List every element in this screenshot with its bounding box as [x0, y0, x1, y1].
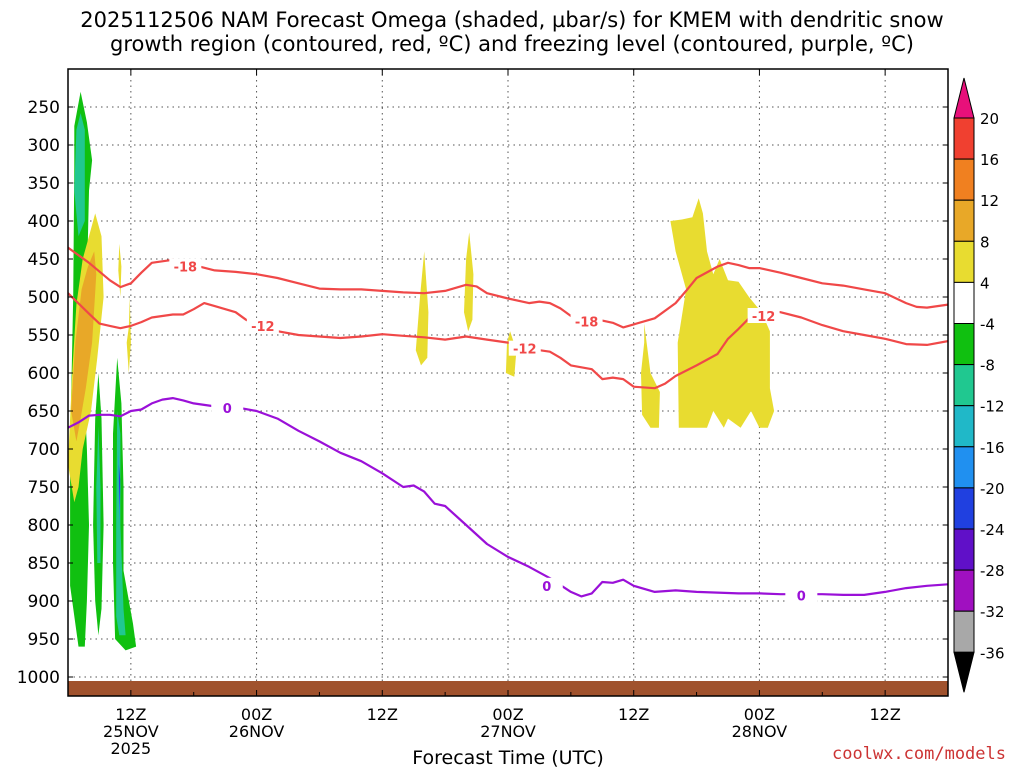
colorbar-swatch [953, 158, 975, 201]
colorbar-swatch [953, 528, 975, 571]
colorbar-swatch [953, 569, 975, 612]
omega-region [71, 251, 97, 442]
x-tick-year: 2025 [110, 739, 151, 758]
contour-label: 0 [542, 580, 551, 595]
contour-label-bg [211, 399, 244, 415]
omega-region [641, 323, 660, 428]
ground-fill [68, 681, 948, 696]
y-tick-label: 250 [28, 98, 60, 118]
omega-region [118, 464, 121, 510]
omega-region [126, 297, 131, 373]
colorbar-label: -4 [980, 316, 995, 334]
contour-label: -12 [752, 310, 776, 325]
contour-label: -12 [251, 320, 275, 335]
y-tick-label: 700 [28, 440, 60, 460]
omega-region [464, 232, 474, 332]
colorbar-swatch [953, 281, 975, 324]
contour-labels: -18 -18 -12 -12 -12 0 0 0 [169, 258, 818, 605]
chart-title: 2025112506 NAM Forecast Omega (shaded, µ… [0, 8, 1024, 56]
contour-label: 0 [797, 590, 806, 605]
x-tick-date: 26NOV [229, 722, 285, 741]
omega-region [96, 426, 101, 563]
colorbar-swatch [953, 610, 975, 653]
colorbar-swatch [953, 364, 975, 407]
ground [68, 681, 948, 696]
y-tick-label: 1000 [17, 668, 60, 688]
y-tick-label: 600 [28, 364, 60, 384]
colorbar-arrow-top [953, 77, 975, 119]
contour-label-bg [169, 258, 202, 274]
y-tick-label: 350 [28, 174, 60, 194]
y-tick-label: 650 [28, 402, 60, 422]
contour-label: -18 [174, 261, 198, 276]
y-tick-label: 400 [28, 212, 60, 232]
colorbar-swatch [953, 117, 975, 160]
colorbar: 20 16 12 8 4 -4 -8 -12 -16 -20 -24 -28 -32 -36 [953, 77, 1005, 693]
y-axis: 250 300 350 400 450 500 550 600 650 700 750 800 850 9… [17, 98, 948, 688]
colorbar-label: -20 [980, 480, 1005, 498]
colorbar-swatch [953, 323, 975, 366]
contour-label-bg [570, 313, 603, 329]
y-tick-label: 750 [28, 478, 60, 498]
colorbar-swatch [953, 199, 975, 242]
colorbar-label: -16 [980, 439, 1005, 457]
grid [68, 69, 948, 696]
x-tick-date: 27NOV [480, 722, 536, 741]
contour-label: -12 [513, 343, 537, 358]
contour-line-dgz [68, 246, 948, 329]
x-tick-time: 12Z [869, 705, 900, 724]
x-axis-label: Forecast Time (UTC) [412, 747, 603, 768]
colorbar-label: 16 [980, 151, 999, 169]
contour-label-bg [508, 340, 541, 356]
contour-label-bg [246, 317, 279, 333]
y-tick-label: 850 [28, 554, 60, 574]
x-tick-time: 00Z [492, 705, 523, 724]
x-tick-time: 12Z [367, 705, 398, 724]
y-tick-label: 450 [28, 250, 60, 270]
colorbar-arrow-bottom [953, 651, 975, 693]
contour-label-bg [785, 587, 818, 603]
omega-region [74, 113, 85, 237]
colorbar-label: 8 [980, 233, 990, 251]
colorbar-swatch [953, 240, 975, 283]
x-tick-time: 12Z [115, 705, 146, 724]
contour-label: 0 [223, 402, 232, 417]
x-tick-date: 28NOV [732, 722, 788, 741]
y-tick-label: 300 [28, 136, 60, 156]
colorbar-label: -28 [980, 562, 1005, 580]
colorbar-label: 4 [980, 274, 990, 292]
colorbar-swatch [953, 487, 975, 530]
colorbar-label: -8 [980, 357, 995, 375]
colorbar-label: -24 [980, 521, 1005, 539]
chart-title-line1: 2025112506 NAM Forecast Omega (shaded, µ… [80, 8, 944, 32]
omega-region [118, 243, 122, 297]
contour-label-bg [747, 308, 780, 323]
y-tick-label: 900 [28, 592, 60, 612]
x-tick-date: 25NOV [103, 722, 159, 741]
colorbar-swatch [953, 405, 975, 448]
colorbar-label: -32 [980, 603, 1005, 621]
x-tick-time: 00Z [744, 705, 775, 724]
y-tick-label: 800 [28, 516, 60, 536]
chart-title-line2: growth region (contoured, red, ºC) and f… [110, 32, 914, 56]
colorbar-label: 12 [980, 192, 999, 210]
y-tick-label: 550 [28, 326, 60, 346]
colorbar-label: -36 [980, 644, 1005, 662]
contour-line-freezing [68, 397, 948, 598]
y-tick-label: 500 [28, 288, 60, 308]
y-tick-label: 950 [28, 630, 60, 650]
contour-label-bg [530, 577, 563, 593]
credit-watermark: coolwx.com/models [832, 744, 1006, 764]
colorbar-swatch [953, 446, 975, 489]
x-tick-time: 12Z [618, 705, 649, 724]
omega-region [670, 198, 775, 428]
colorbar-label: 20 [980, 110, 999, 128]
contour-label: -18 [575, 315, 599, 330]
colorbar-label: -12 [980, 398, 1005, 416]
x-tick-time: 00Z [241, 705, 272, 724]
